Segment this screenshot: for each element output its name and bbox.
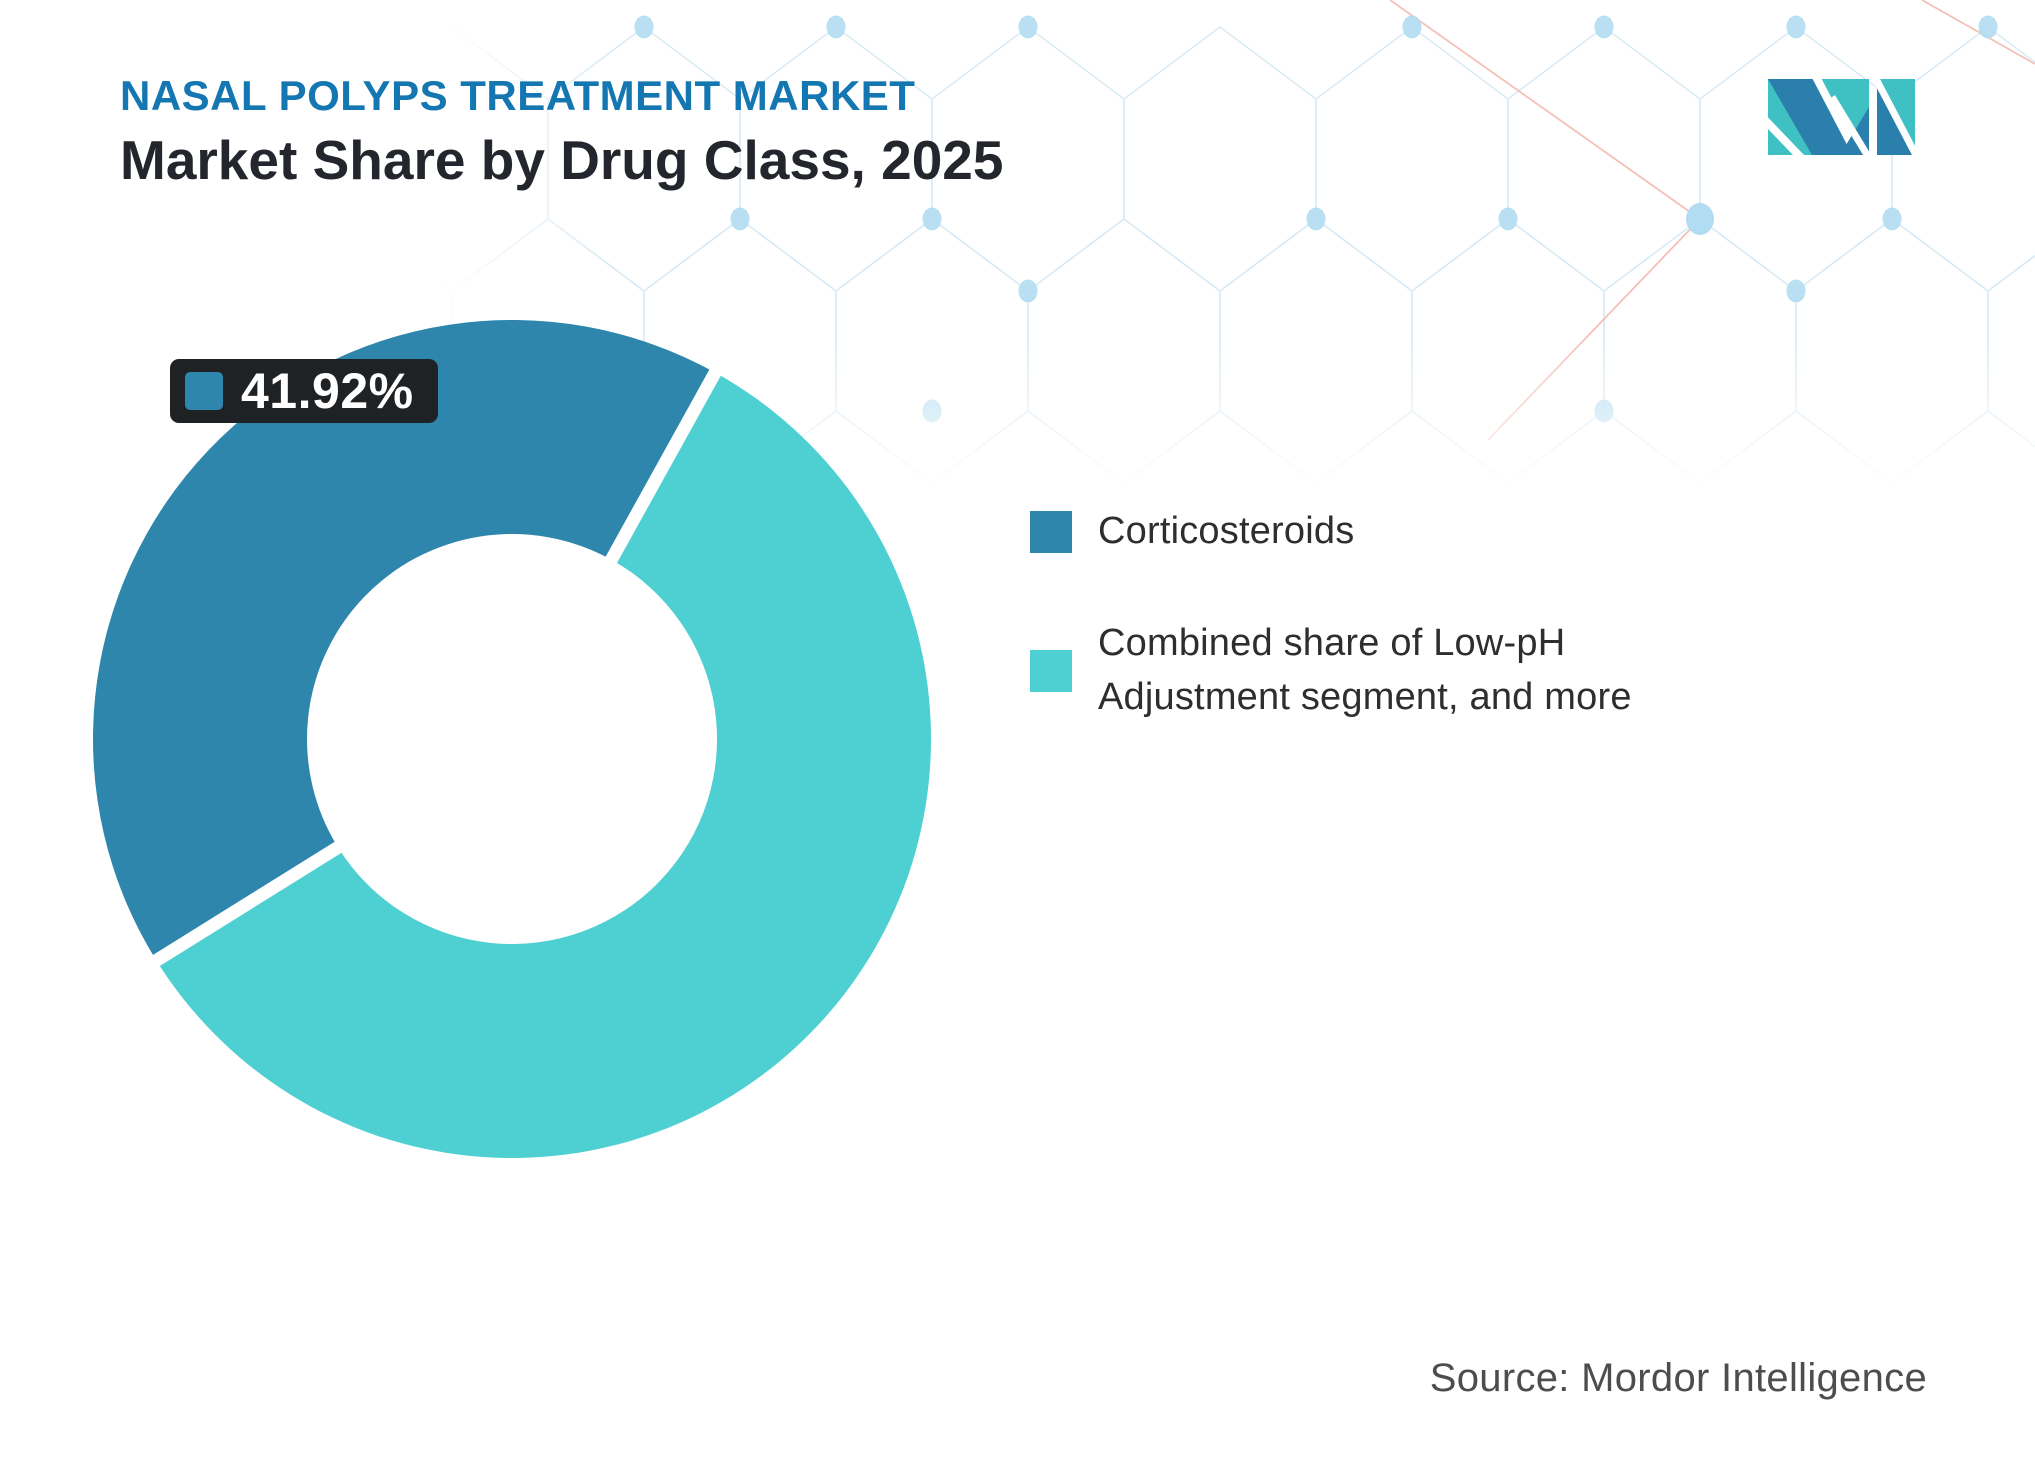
data-label-callout: 41.92%	[170, 359, 438, 423]
slice-separator	[599, 362, 725, 574]
callout-swatch-icon	[185, 372, 223, 410]
slice-separator	[146, 835, 352, 971]
donut-chart	[93, 320, 932, 1158]
header: NASAL POLYPS TREATMENT MARKET Market Sha…	[120, 72, 1004, 192]
report-kicker: NASAL POLYPS TREATMENT MARKET	[120, 72, 916, 119]
donut-slice-corticosteroids	[93, 320, 716, 961]
legend-label: Corticosteroids	[1098, 510, 1355, 552]
legend-swatch-corticosteroids-icon	[1030, 510, 1072, 553]
page-title: Market Share by Drug Class, 2025	[120, 129, 1004, 192]
chart-legend: Corticosteroids Combined share of Low-pH…	[1030, 505, 1738, 725]
legend-item-combined-share: Combined share of Low-pH Adjustment segm…	[1030, 617, 1738, 725]
legend-item-corticosteroids: Corticosteroids	[1030, 505, 1738, 559]
legend-label: Combined share of Low-pH Adjustment segm…	[1098, 621, 1632, 718]
donut-slice-combined-share-of-low-ph-adjustment-segm	[156, 372, 932, 1158]
mordor-intelligence-logo-icon	[1768, 79, 1915, 155]
callout-value: 41.92%	[241, 363, 414, 419]
legend-swatch-combined-share-icon	[1030, 649, 1072, 692]
source-attribution: Source: Mordor Intelligence	[1429, 1356, 1927, 1400]
